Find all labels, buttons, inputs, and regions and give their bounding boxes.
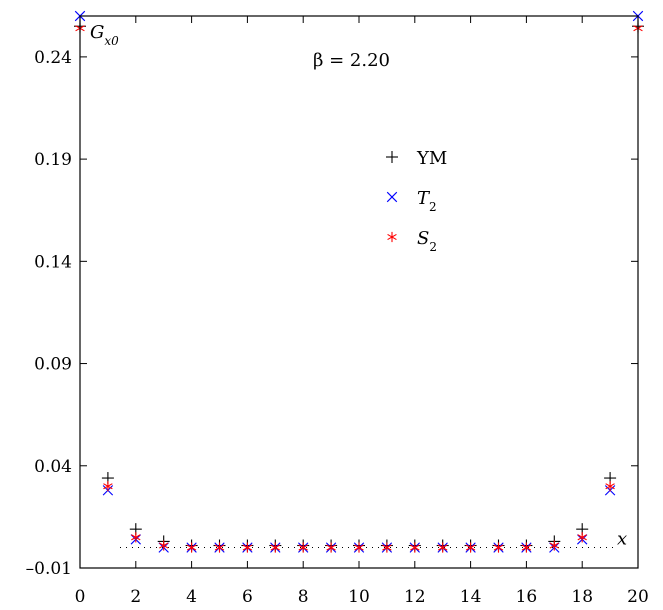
x-tick-label: 0 [75,587,86,607]
legend-entry-ym: YM [386,148,447,169]
data-point-asterisk [437,542,448,553]
tick-labels: 0 2 4 6 8 10 12 14 16 18 20 0.24 0.19 0.14 0.09 0.04 –0.… [26,48,649,607]
data-point-asterisk-stroke [158,542,169,549]
x-tick-label: 10 [348,587,370,607]
data-point-asterisk-stroke [410,544,420,551]
legend-marker-asterisk [387,231,397,243]
y-tick-label: –0.01 [26,559,72,579]
x-tick-label: 2 [130,587,141,607]
data-point-asterisk [270,542,281,553]
beta-annotation: β = 2.20 [313,50,390,71]
legend: YM T2 S2 [386,148,447,254]
data-point-asterisk-stroke [354,544,364,551]
legend-symbol-plus [386,151,398,163]
data-point-asterisk [186,542,197,553]
data-point-asterisk-stroke [298,544,308,551]
x-tick-label: 8 [298,587,309,607]
data-point-asterisk-stroke [549,542,560,549]
y-tick-label: 0.19 [34,150,72,170]
y-tick-label: 0.14 [34,252,72,272]
data-point-asterisk-stroke [493,544,504,551]
legend-symbol-cross-stroke [386,191,398,203]
legend-marker-plus [386,151,398,163]
legend-entry-t2: T2 [386,188,437,214]
data-point-asterisk-stroke [465,544,476,551]
data-point-asterisk-stroke [605,483,615,490]
legend-label-t2: T2 [417,188,437,214]
legend-label-s2: S2 [417,228,437,254]
data-markers [74,10,644,553]
x-tick-label: 4 [186,587,197,607]
y-tick-label: 0.24 [34,48,72,68]
data-point-asterisk [577,532,587,543]
plot-frame [79,15,639,569]
data-point-asterisk [382,542,392,553]
legend-symbol-cross [386,191,398,203]
data-point-asterisk [326,542,336,553]
legend-symbol-asterisk-stroke [387,233,397,241]
data-point-asterisk-stroke [214,544,225,551]
y-axis-label: Gx0 [90,22,119,48]
data-point-asterisk [493,542,504,553]
data-point-asterisk [465,542,476,553]
data-point-asterisk [298,542,308,553]
y-tick-label: 0.04 [34,457,72,477]
data-point-asterisk-stroke [521,544,532,551]
data-point-asterisk [103,481,113,492]
data-point-asterisk-stroke [270,544,281,551]
data-point-asterisk [131,532,141,543]
data-point-asterisk-stroke [437,544,448,551]
data-point-asterisk-stroke [103,483,113,490]
data-point-asterisk-stroke [577,534,587,541]
data-point-asterisk-stroke [131,534,141,541]
data-point-asterisk [214,542,225,553]
data-point-asterisk-stroke [186,544,197,551]
data-point-asterisk [521,542,532,553]
data-point-asterisk [242,542,253,553]
legend-symbol-asterisk [387,231,397,243]
x-axis-label: x [617,529,627,550]
data-point-asterisk [605,481,615,492]
data-point-asterisk [158,540,169,551]
x-tick-label: 16 [516,587,538,607]
legend-label-ym: YM [416,148,447,169]
x-tick-label: 20 [627,587,649,607]
x-tick-label: 14 [460,587,482,607]
y-tick-label: 0.09 [34,355,72,375]
data-point-asterisk-stroke [382,544,392,551]
data-point-asterisk-stroke [326,544,336,551]
data-point-asterisk-stroke [242,544,253,551]
legend-marker-cross [386,191,398,203]
data-point-asterisk [410,542,420,553]
x-tick-label: 6 [242,587,253,607]
legend-entry-s2: S2 [387,228,437,254]
x-tick-label: 18 [571,587,593,607]
data-point-asterisk [549,540,560,551]
axis-ticks [79,16,639,569]
data-point-asterisk [354,542,364,553]
x-tick-label: 12 [404,587,426,607]
